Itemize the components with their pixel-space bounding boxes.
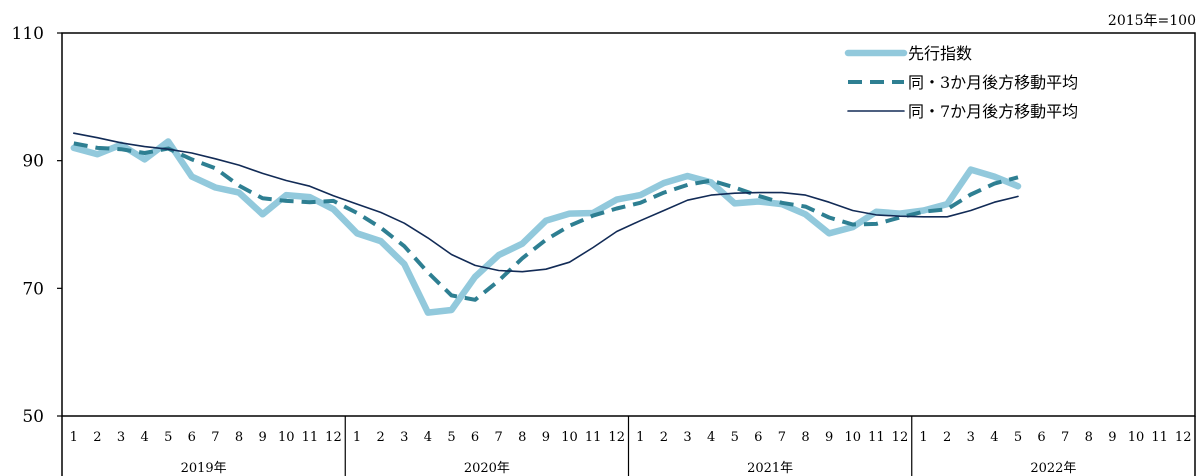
series-line-1	[70, 138, 1022, 316]
unit-note: 2015年=100	[1108, 13, 1196, 29]
x-tick-label: 1	[353, 430, 361, 445]
x-tick-label: 7	[211, 430, 219, 445]
x-tick-label: 8	[235, 430, 243, 445]
x-tick-label: 6	[754, 430, 762, 445]
x-tick-label: 6	[1037, 430, 1045, 445]
x-tick-label: 9	[825, 430, 833, 445]
x-tick-label: 12	[608, 430, 625, 445]
x-tick-label: 5	[447, 430, 455, 445]
y-tick-label: 70	[22, 279, 44, 299]
x-tick-label: 10	[844, 430, 861, 445]
x-tick-label: 2	[93, 430, 101, 445]
series-layer	[70, 132, 1022, 316]
year-label: 2019年	[181, 461, 227, 476]
legend-label-2: 同・3か月後方移動平均	[908, 73, 1078, 92]
x-tick-label: 10	[1128, 430, 1145, 445]
x-tick-label: 4	[424, 430, 432, 445]
x-tick-label: 3	[683, 430, 691, 445]
x-tick-label: 9	[542, 430, 550, 445]
series-line-3	[73, 132, 1019, 273]
x-tick-label: 1	[70, 430, 78, 445]
year-label: 2021年	[747, 461, 793, 476]
x-tick-label: 4	[990, 430, 998, 445]
year-label: 2020年	[464, 461, 510, 476]
x-tick-label: 11	[1151, 430, 1168, 445]
x-tick-label: 3	[967, 430, 975, 445]
x-tick-label: 8	[801, 430, 809, 445]
x-tick-label: 5	[1014, 430, 1022, 445]
x-tick-label: 1	[636, 430, 644, 445]
y-tick-label: 90	[22, 152, 44, 172]
x-tick-label: 2	[943, 430, 951, 445]
x-tick-label: 11	[868, 430, 885, 445]
x-tick-label: 4	[140, 430, 148, 445]
x-tick-label: 1	[919, 430, 927, 445]
x-tick-label: 10	[278, 430, 295, 445]
series-line-2	[73, 141, 1019, 302]
x-tick-label: 5	[164, 430, 172, 445]
x-tick-label: 6	[188, 430, 196, 445]
year-label: 2022年	[1030, 461, 1076, 476]
x-tick-label: 9	[1108, 430, 1116, 445]
x-tick-label: 2	[660, 430, 668, 445]
x-tick-label: 12	[892, 430, 909, 445]
x-tick-label: 4	[707, 430, 715, 445]
x-tick-label: 5	[731, 430, 739, 445]
x-tick-label: 11	[585, 430, 602, 445]
legend-label-3: 同・7か月後方移動平均	[908, 102, 1078, 121]
x-tick-label: 9	[258, 430, 266, 445]
x-tick-label: 6	[471, 430, 479, 445]
x-tick-label: 7	[495, 430, 503, 445]
x-tick-label: 3	[117, 430, 125, 445]
x-tick-label: 2	[377, 430, 385, 445]
x-tick-label: 12	[1175, 430, 1192, 445]
y-tick-label: 110	[12, 24, 44, 44]
legend-label-1: 先行指数	[908, 44, 972, 63]
x-tick-label: 11	[302, 430, 319, 445]
x-tick-label: 3	[400, 430, 408, 445]
y-tick-label: 50	[22, 407, 44, 427]
x-tick-label: 10	[561, 430, 578, 445]
x-tick-label: 7	[1061, 430, 1069, 445]
x-tick-label: 8	[1085, 430, 1093, 445]
x-tick-label: 8	[518, 430, 526, 445]
x-tick-label: 7	[778, 430, 786, 445]
x-tick-label: 12	[325, 430, 342, 445]
